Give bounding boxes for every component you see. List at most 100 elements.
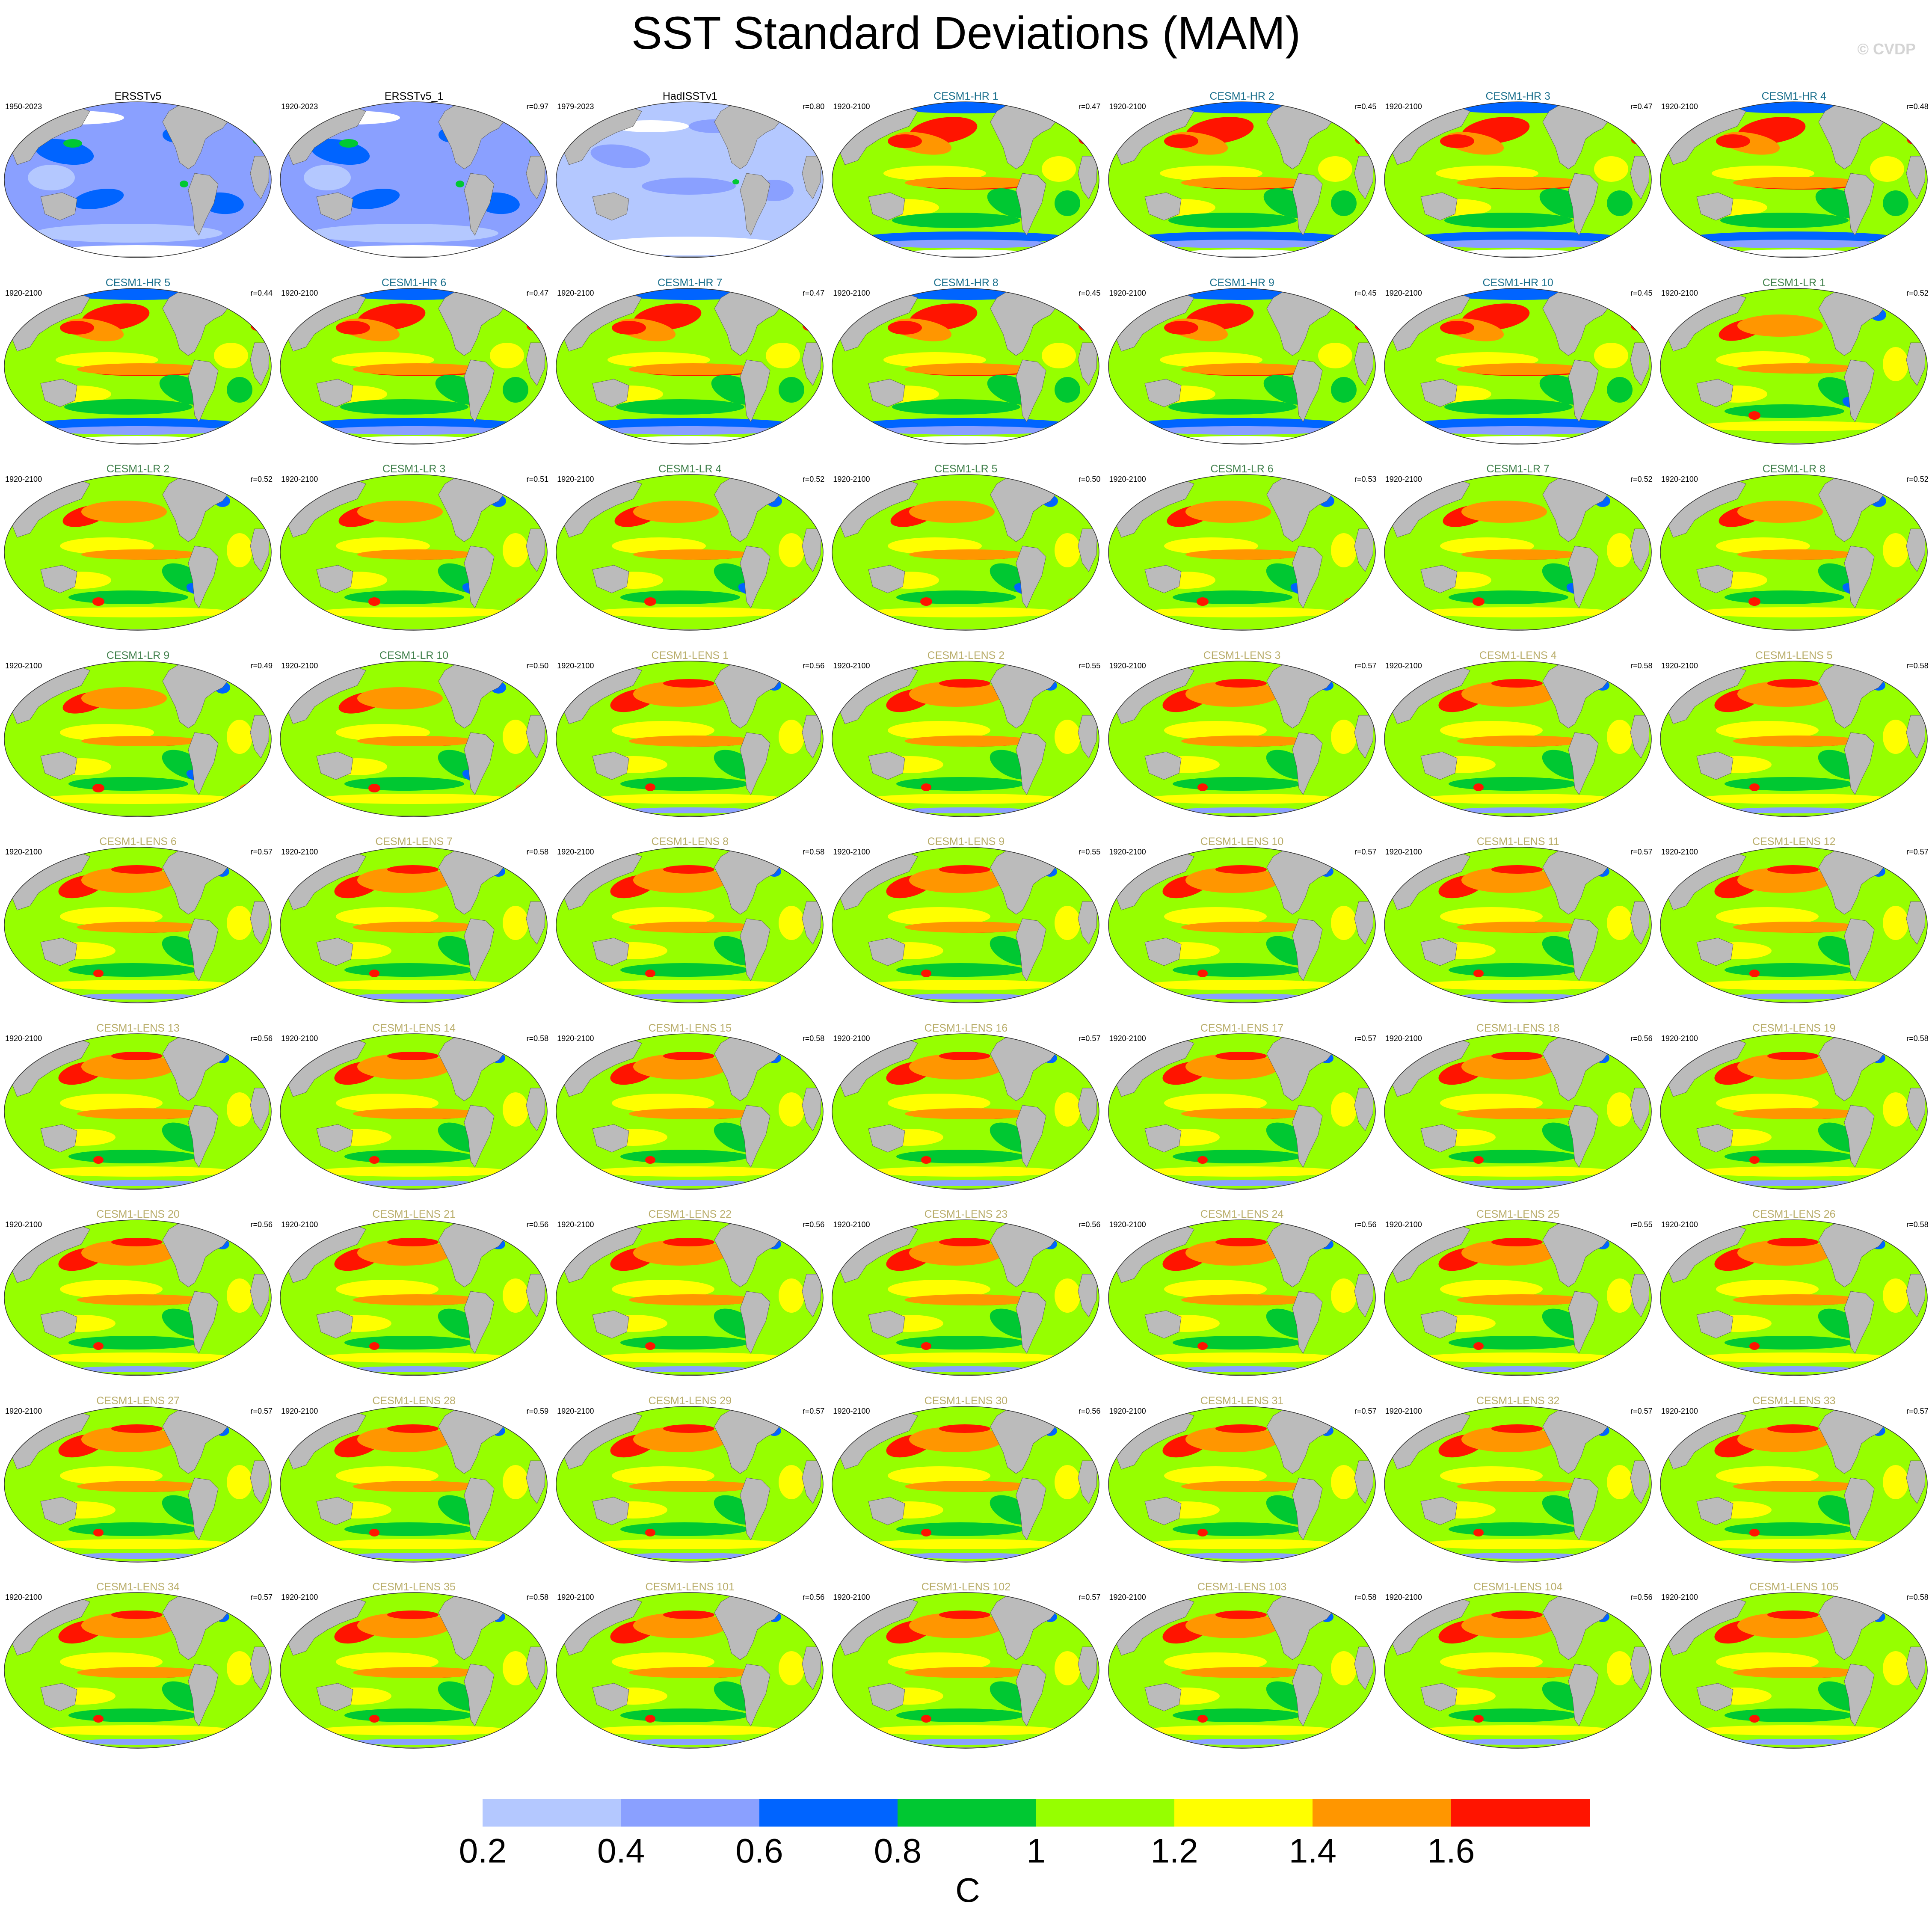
map-panel: CESM1-LENS 35 1920-2100 r=0.58 — [276, 1578, 552, 1750]
map-panel: CESM1-LR 5 1920-2100 r=0.50 — [828, 460, 1104, 632]
panel-period: 1950-2023 — [5, 102, 42, 111]
panel-title: HadISSTv1 — [662, 90, 717, 102]
sst-map — [556, 660, 824, 817]
sst-map — [280, 288, 548, 445]
sst-map — [556, 1033, 824, 1190]
panel-period: 1920-2100 — [1385, 102, 1422, 111]
map-panel: CESM1-LR 3 1920-2100 r=0.51 — [276, 460, 552, 632]
map-panel: CESM1-HR 10 1920-2100 r=0.45 — [1380, 274, 1656, 445]
panel-period: 1920-2100 — [557, 1220, 594, 1229]
sst-map — [280, 1033, 548, 1190]
map-panel: CESM1-HR 7 1920-2100 r=0.47 — [552, 274, 828, 445]
sst-map — [4, 1406, 272, 1563]
panel-title: CESM1-HR 8 — [933, 276, 999, 289]
panel-pattern-correlation: r=0.57 — [1078, 1034, 1101, 1043]
panel-period: 1920-2100 — [1109, 1034, 1146, 1043]
map-panel: CESM1-LENS 23 1920-2100 r=0.56 — [828, 1206, 1104, 1377]
panel-period: 1920-2100 — [833, 475, 870, 483]
panel-title: CESM1-LENS 15 — [648, 1022, 732, 1034]
panel-pattern-correlation: r=0.56 — [802, 661, 825, 670]
sst-map — [1660, 1406, 1928, 1563]
panel-period: 1920-2100 — [1661, 102, 1698, 111]
panel-pattern-correlation: r=0.55 — [1078, 848, 1101, 856]
colorbar-tick-label: 0.8 — [874, 1832, 922, 1870]
sst-map — [280, 847, 548, 1003]
sst-map — [556, 288, 824, 445]
sst-map — [1660, 1219, 1928, 1376]
panel-pattern-correlation: r=0.58 — [1906, 1034, 1929, 1043]
map-panel: CESM1-LENS 26 1920-2100 r=0.58 — [1656, 1206, 1932, 1377]
panel-title: CESM1-LENS 34 — [96, 1581, 180, 1593]
panel-period: 1920-2100 — [833, 1593, 870, 1602]
panel-pattern-correlation: r=0.57 — [250, 848, 273, 856]
colorbar-swatch — [344, 1799, 483, 1827]
map-panel: CESM1-LENS 16 1920-2100 r=0.57 — [828, 1020, 1104, 1191]
map-panel: CESM1-LENS 18 1920-2100 r=0.56 — [1380, 1020, 1656, 1191]
colorbar-tick-label: 1.2 — [1150, 1832, 1198, 1870]
sst-map — [832, 1219, 1100, 1376]
sst-map — [832, 1592, 1100, 1749]
sst-map — [832, 660, 1100, 817]
panel-period: 1920-2100 — [1109, 661, 1146, 670]
panel-pattern-correlation: r=0.97 — [526, 102, 549, 111]
map-panel: CESM1-HR 6 1920-2100 r=0.47 — [276, 274, 552, 445]
colorbar — [344, 1799, 1590, 1827]
panel-title: CESM1-HR 4 — [1761, 90, 1827, 102]
panel-title: CESM1-LENS 24 — [1200, 1208, 1284, 1220]
panel-period: 1920-2100 — [1661, 288, 1698, 297]
panel-title: CESM1-HR 10 — [1482, 276, 1553, 289]
panel-title: CESM1-LENS 101 — [645, 1581, 735, 1593]
panel-pattern-correlation: r=0.59 — [526, 1406, 549, 1415]
panel-pattern-correlation: r=0.58 — [1906, 1593, 1929, 1602]
colorbar-tick-label: 0.6 — [735, 1832, 783, 1870]
panel-period: 1920-2100 — [557, 475, 594, 483]
panel-title: CESM1-LENS 28 — [372, 1394, 456, 1407]
sst-map — [1660, 474, 1928, 631]
panel-title: CESM1-LENS 103 — [1197, 1581, 1287, 1593]
map-panel: CESM1-LENS 34 1920-2100 r=0.57 — [0, 1578, 276, 1750]
panel-pattern-correlation: r=0.58 — [1906, 661, 1929, 670]
panel-period: 1920-2100 — [1109, 102, 1146, 111]
panel-pattern-correlation: r=0.45 — [1630, 288, 1653, 297]
panel-pattern-correlation: r=0.56 — [250, 1220, 273, 1229]
sst-map — [1108, 660, 1376, 817]
sst-map — [1384, 474, 1652, 631]
sst-map — [4, 1219, 272, 1376]
map-panel: CESM1-LR 8 1920-2100 r=0.52 — [1656, 460, 1932, 632]
map-panel: CESM1-LENS 20 1920-2100 r=0.56 — [0, 1206, 276, 1377]
panel-period: 1920-2100 — [1385, 1406, 1422, 1415]
panel-period: 1920-2100 — [281, 1593, 318, 1602]
panel-period: 1920-2100 — [1661, 848, 1698, 856]
map-panel: CESM1-LENS 24 1920-2100 r=0.56 — [1104, 1206, 1380, 1377]
panel-title: CESM1-LENS 4 — [1479, 649, 1557, 661]
panel-period: 1920-2100 — [5, 1034, 42, 1043]
panel-title: CESM1-HR 5 — [105, 276, 171, 289]
sst-map — [1660, 660, 1928, 817]
panel-title: CESM1-LENS 102 — [921, 1581, 1011, 1593]
panel-title: CESM1-LENS 29 — [648, 1394, 732, 1407]
panel-period: 1920-2100 — [1109, 475, 1146, 483]
map-panel: CESM1-LENS 9 1920-2100 r=0.55 — [828, 833, 1104, 1004]
sst-map — [1384, 1592, 1652, 1749]
panel-title: CESM1-HR 6 — [381, 276, 447, 289]
panel-title: CESM1-LR 7 — [1486, 463, 1550, 475]
panel-pattern-correlation: r=0.56 — [1630, 1034, 1653, 1043]
map-panel: CESM1-HR 1 1920-2100 r=0.47 — [828, 88, 1104, 259]
sst-map — [4, 101, 272, 258]
map-panel: CESM1-LR 4 1920-2100 r=0.52 — [552, 460, 828, 632]
panel-title: CESM1-LENS 9 — [927, 836, 1005, 848]
panel-period: 1920-2100 — [281, 1034, 318, 1043]
sst-map — [1108, 288, 1376, 445]
map-panel: CESM1-LENS 8 1920-2100 r=0.58 — [552, 833, 828, 1004]
panel-title: CESM1-LENS 31 — [1200, 1394, 1284, 1407]
panel-pattern-correlation: r=0.49 — [250, 661, 273, 670]
colorbar-swatch — [898, 1799, 1037, 1827]
panel-title: CESM1-LENS 1 — [651, 649, 729, 661]
panel-title: CESM1-LENS 5 — [1755, 649, 1833, 661]
map-panel: HadISSTv1 1979-2023 r=0.80 — [552, 88, 828, 259]
map-panel: CESM1-LENS 21 1920-2100 r=0.56 — [276, 1206, 552, 1377]
panel-pattern-correlation: r=0.57 — [1354, 1034, 1377, 1043]
sst-map — [280, 660, 548, 817]
panel-pattern-correlation: r=0.56 — [802, 1593, 825, 1602]
sst-map — [1384, 101, 1652, 258]
